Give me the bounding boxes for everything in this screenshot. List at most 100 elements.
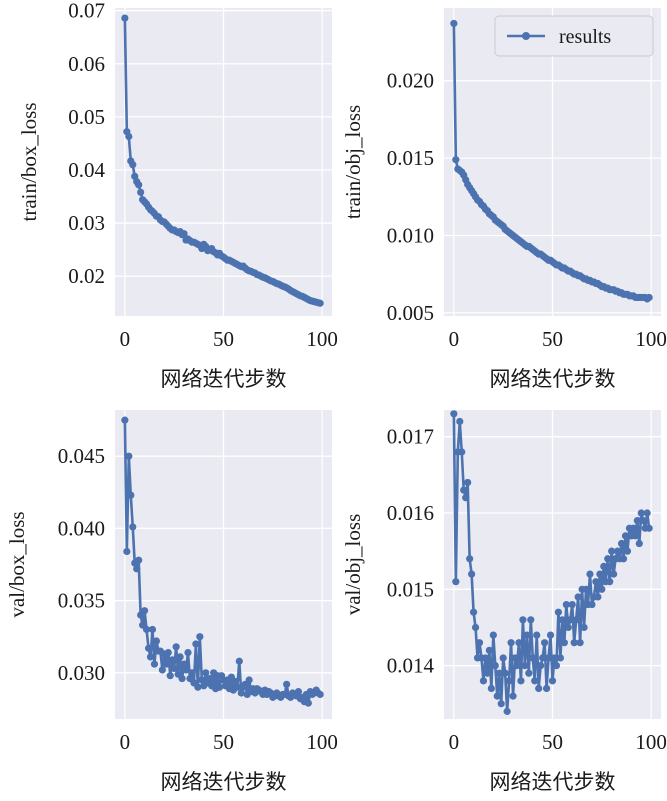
- data-point: [619, 555, 628, 563]
- data-point: [550, 654, 559, 662]
- data-point: [481, 654, 490, 662]
- data-point: [192, 640, 200, 648]
- data-point: [316, 690, 324, 699]
- y-axis-label: val/obj_loss: [341, 514, 365, 616]
- data-point: [466, 555, 474, 563]
- x-tick-label: 50: [213, 730, 234, 754]
- data-point: [631, 532, 639, 540]
- data-point: [580, 623, 588, 632]
- data-point: [125, 452, 133, 460]
- x-tick-label: 100: [306, 327, 338, 351]
- data-point: [541, 639, 549, 647]
- y-tick-label: 0.015: [387, 577, 434, 601]
- subplot-3: 0 50 100 0.030 0.035 0.040 0.045 网络迭代步数 val/box_…: [5, 410, 338, 794]
- data-point: [596, 570, 604, 578]
- x-tick-label: 100: [635, 730, 667, 754]
- y-tick-label: 0.02: [68, 264, 105, 288]
- y-tick-label: 0.05: [68, 105, 105, 129]
- x-axis-label: 网络迭代步数: [490, 770, 616, 794]
- data-point: [304, 699, 312, 707]
- data-point: [556, 654, 564, 662]
- y-tick-label: 0.030: [58, 661, 105, 685]
- data-point: [600, 562, 608, 571]
- subplot-1: 0 50 100 0.02 0.03 0.04 0.05 0.06 0.07 网络迭代步数 trai…: [17, 0, 338, 391]
- data-point: [513, 661, 521, 670]
- data-point: [206, 674, 214, 683]
- data-point: [471, 623, 480, 632]
- data-point: [129, 161, 137, 169]
- subplot-2: 0 50 100 0.005 0.010 0.015 0.020 网络迭代步数 train/ob…: [341, 8, 667, 391]
- data-point: [316, 299, 324, 307]
- data-point: [637, 509, 645, 517]
- data-point: [245, 676, 253, 684]
- data-point: [456, 417, 464, 426]
- data-point: [558, 616, 566, 624]
- y-tick-label: 0.03: [68, 211, 105, 235]
- data-point: [283, 680, 291, 688]
- x-axis-label: 网络迭代步数: [490, 367, 616, 391]
- data-point: [635, 539, 643, 548]
- data-point: [184, 648, 192, 657]
- data-point: [170, 664, 178, 673]
- data-point: [503, 707, 511, 715]
- data-point: [576, 639, 584, 647]
- data-point: [633, 517, 641, 525]
- data-point: [537, 661, 545, 670]
- data-point: [645, 524, 653, 532]
- data-point: [452, 578, 460, 586]
- y-tick-label: 0.015: [387, 146, 434, 170]
- data-point: [489, 631, 497, 639]
- data-point: [623, 547, 632, 555]
- data-point: [608, 547, 616, 555]
- y-tick-label: 0.014: [387, 654, 435, 678]
- data-point: [562, 600, 570, 609]
- y-tick-label: 0.045: [58, 444, 105, 468]
- data-point: [172, 643, 180, 651]
- y-tick-label: 0.016: [387, 501, 434, 525]
- data-point: [164, 648, 172, 657]
- y-axis-label: train/box_loss: [17, 103, 41, 222]
- legend-marker: [522, 32, 530, 40]
- data-point: [497, 700, 505, 708]
- y-tick-label: 0.010: [387, 224, 434, 248]
- y-tick-label: 0.005: [387, 301, 434, 325]
- data-point: [517, 677, 525, 685]
- data-point: [158, 666, 166, 674]
- data-point: [450, 19, 458, 28]
- data-point: [127, 491, 135, 499]
- legend: results: [494, 15, 654, 57]
- data-point: [121, 416, 129, 424]
- data-point: [621, 532, 630, 540]
- data-point: [564, 623, 572, 632]
- data-point: [180, 230, 188, 238]
- data-point: [535, 684, 543, 693]
- data-point: [129, 523, 137, 531]
- data-point: [574, 593, 582, 601]
- data-point: [137, 188, 145, 196]
- data-point: [150, 660, 159, 668]
- data-point: [162, 660, 170, 668]
- data-point: [570, 639, 578, 647]
- data-point: [180, 660, 188, 668]
- data-point: [166, 672, 174, 680]
- data-point: [539, 654, 547, 662]
- data-point: [531, 677, 539, 685]
- data-point: [148, 625, 157, 634]
- data-point: [140, 607, 149, 615]
- x-tick-label: 0: [449, 730, 460, 754]
- data-point: [598, 585, 606, 593]
- data-point: [146, 653, 155, 661]
- data-point: [168, 656, 176, 664]
- data-point: [629, 524, 637, 532]
- data-point: [582, 585, 590, 593]
- data-point: [501, 669, 509, 677]
- data-point: [554, 608, 563, 616]
- data-point: [586, 570, 594, 578]
- x-tick-label: 0: [120, 730, 131, 754]
- data-point: [237, 689, 245, 697]
- legend-label: results: [559, 26, 611, 48]
- data-point: [135, 556, 143, 564]
- legend-box: [494, 15, 654, 57]
- data-point: [294, 687, 303, 696]
